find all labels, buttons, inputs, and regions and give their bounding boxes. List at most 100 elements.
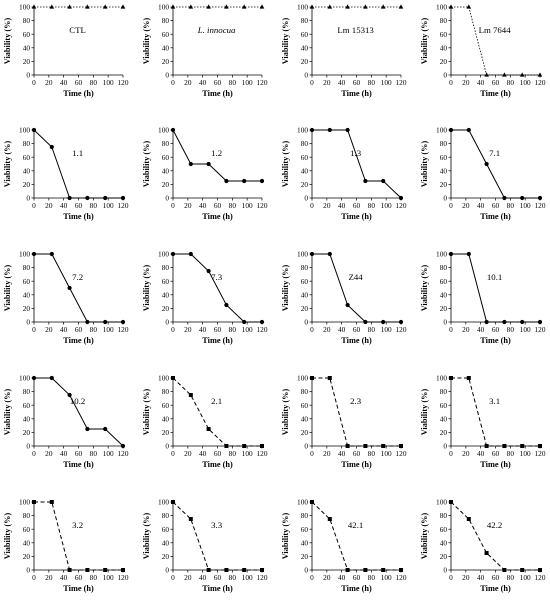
data-point	[188, 4, 194, 9]
x-tick-label: 40	[477, 78, 485, 87]
y-tick-label: 40	[23, 414, 31, 423]
data-point	[398, 4, 404, 9]
data-point	[120, 319, 126, 325]
y-tick-label: 60	[162, 401, 170, 410]
data-point	[537, 319, 543, 325]
data-point	[310, 376, 314, 380]
y-tick-label: 80	[23, 511, 31, 520]
x-tick-label: 120	[535, 449, 546, 458]
y-tick-label: 40	[440, 166, 448, 175]
x-tick-label: 80	[368, 449, 376, 458]
data-point	[398, 319, 404, 325]
x-tick-label: 40	[338, 449, 346, 458]
y-tick-label: 100	[158, 126, 169, 135]
x-axis-label: Time (h)	[63, 336, 94, 345]
x-tick-label: 80	[229, 573, 237, 582]
data-point	[49, 500, 54, 504]
data-point	[538, 444, 542, 448]
y-tick-label: 0	[304, 318, 308, 327]
y-tick-label: 80	[162, 511, 170, 520]
x-tick-label: 40	[338, 78, 346, 87]
y-tick-label: 80	[162, 139, 170, 148]
x-tick-label: 0	[171, 78, 175, 87]
y-tick-label: 60	[162, 30, 170, 39]
series-line	[451, 377, 540, 447]
chart-panel: 0 20 40 60 80 100 0 20 40 60 80 100 120 Time (h) Viabi…	[420, 250, 546, 345]
data-point	[466, 4, 472, 9]
y-tick-label: 20	[440, 552, 448, 561]
x-tick-label: 40	[338, 325, 346, 334]
y-tick-label: 100	[436, 126, 447, 135]
x-tick-label: 0	[32, 449, 36, 458]
y-tick-label: 20	[23, 57, 31, 66]
y-tick-label: 100	[436, 498, 447, 507]
series-line	[451, 6, 540, 76]
y-tick-label: 60	[23, 525, 31, 534]
y-tick-label: 80	[301, 139, 309, 148]
x-tick-label: 100	[520, 201, 531, 210]
x-tick-label: 80	[368, 78, 376, 87]
y-tick-label: 40	[162, 538, 170, 547]
data-point	[206, 568, 211, 572]
panel-label: 2.3	[350, 396, 362, 406]
y-tick-label: 0	[165, 318, 169, 327]
x-tick-label: 20	[184, 78, 192, 87]
y-axis-label: Viability (%)	[281, 389, 290, 436]
data-point	[85, 195, 90, 201]
series-line	[172, 377, 262, 447]
x-tick-label: 100	[242, 449, 253, 458]
data-point	[171, 500, 175, 504]
y-tick-label: 100	[19, 126, 30, 135]
y-tick-label: 60	[301, 277, 309, 286]
data-point	[484, 72, 489, 77]
x-tick-label: 100	[242, 78, 253, 87]
data-point	[242, 568, 247, 572]
data-point	[103, 426, 108, 432]
data-point	[448, 127, 454, 133]
y-tick-label: 0	[443, 566, 447, 575]
data-point	[259, 319, 265, 325]
y-tick-label: 100	[297, 126, 308, 135]
chart-panel: 0 20 40 60 80 100 0 20 40 60 80 100 120 Time (h) Viabi…	[142, 374, 268, 469]
data-point	[85, 319, 90, 325]
data-point	[188, 393, 193, 397]
data-point	[381, 319, 386, 325]
y-tick-label: 20	[23, 428, 31, 437]
x-tick-label: 100	[520, 449, 531, 458]
chart-panel: 0 20 40 60 80 100 0 20 40 60 80 100 120 Time (h) Viabi…	[420, 126, 546, 221]
series-line	[312, 253, 401, 323]
y-tick-label: 0	[165, 71, 169, 80]
data-point	[67, 285, 72, 291]
x-tick-label: 0	[171, 201, 175, 210]
data-point	[466, 376, 471, 380]
y-tick-label: 100	[297, 3, 308, 12]
data-point	[345, 4, 350, 9]
x-tick-label: 60	[214, 325, 222, 334]
data-point	[49, 144, 54, 150]
x-tick-label: 120	[257, 573, 268, 582]
y-axis-label: Viability (%)	[281, 141, 290, 188]
panel-label: CTL	[69, 25, 86, 35]
x-tick-label: 100	[103, 573, 114, 582]
x-tick-label: 100	[381, 325, 392, 334]
panel-label: 1.2	[211, 148, 222, 158]
y-tick-label: 60	[162, 277, 170, 286]
data-point	[32, 500, 36, 504]
y-tick-label: 60	[301, 525, 309, 534]
data-point	[381, 444, 386, 448]
x-tick-label: 120	[118, 573, 129, 582]
data-point	[242, 178, 247, 184]
data-point	[120, 195, 126, 201]
chart-panel: 0 20 40 60 80 100 0 20 40 60 80 100 120 Time (h) Viabi…	[281, 250, 407, 345]
x-tick-label: 20	[323, 78, 331, 87]
y-tick-label: 0	[26, 318, 30, 327]
panel-label: 42.2	[487, 520, 502, 530]
x-tick-label: 0	[32, 573, 36, 582]
chart-panel: 0 20 40 60 80 100 0 20 40 60 80 100 120 Time (h) Viabi…	[3, 250, 129, 345]
x-tick-label: 120	[396, 325, 407, 334]
data-point	[381, 178, 386, 184]
data-point	[345, 568, 350, 572]
x-tick-label: 20	[462, 201, 470, 210]
y-tick-label: 20	[301, 552, 309, 561]
y-axis-label: Viability (%)	[3, 513, 12, 560]
